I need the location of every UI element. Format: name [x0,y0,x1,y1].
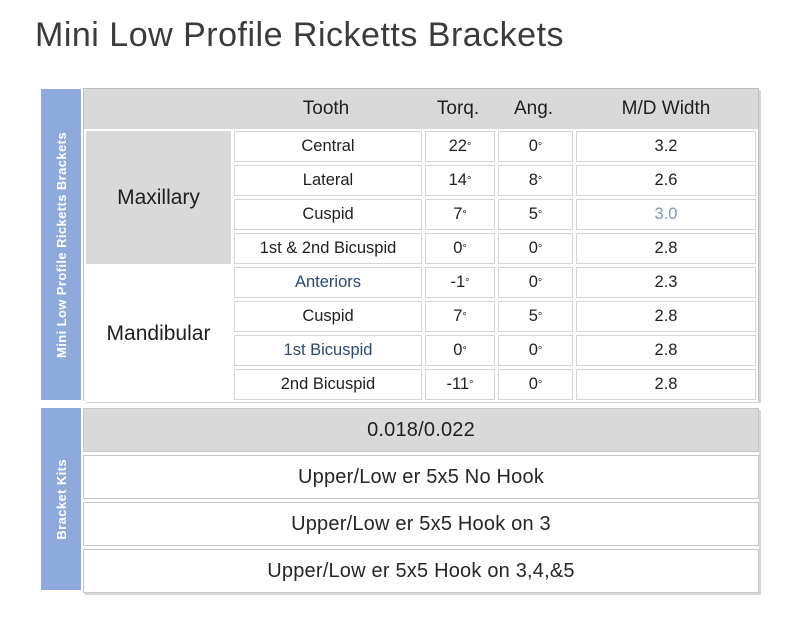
header-torque: Torq. [436,98,480,119]
cell-tooth: Cuspid [234,301,422,332]
cell-tooth: Lateral [234,165,422,196]
cell-angulation: 0 ° [498,267,573,298]
cell-tooth: 1st Bicuspid [234,335,422,366]
cell-tooth: 1st & 2nd Bicuspid [234,233,422,264]
cell-md-width: 2.8 [576,369,756,400]
cell-torque: 14 ° [425,165,495,196]
cell-tooth: 2nd Bicuspid [234,369,422,400]
bracket-kits-table: 0.018/0.022 Upper/Low er 5x5 No Hook Uppe… [83,408,759,593]
cell-angulation: 0 ° [498,131,573,162]
kit-row-slot-size: 0.018/0.022 [83,408,759,452]
cell-torque: 7 ° [425,199,495,230]
cell-torque: 22 ° [425,131,495,162]
page-title: Mini Low Profile Ricketts Brackets [35,16,565,54]
header-angulation: Ang. [513,98,554,119]
spec-table-body: Maxillary Central 22 ° 0 ° 3.2 Lateral 14 ° 8 ° 2.6 C… [84,129,758,402]
group-cell-mandibular: Mandibular [86,267,231,400]
cell-tooth: Cuspid [234,199,422,230]
cell-angulation: 0 ° [498,335,573,366]
cell-md-width: 3.0 [576,199,756,230]
group-cell-maxillary: Maxillary [86,131,231,264]
cell-angulation: 0 ° [498,233,573,264]
cell-torque: 0 ° [425,335,495,366]
cell-tooth: Anteriors [234,267,422,298]
cell-torque: -1 ° [425,267,495,298]
sidebar-main-vertical-text: Mini Low Profile Ricketts Brackets [53,131,69,358]
cell-torque: 0 ° [425,233,495,264]
cell-md-width: 2.8 [576,335,756,366]
spec-table-header-row: Tooth Torq. Ang. M/D Width [84,89,758,129]
sidebar-kits-label: Bracket Kits [41,408,81,590]
kit-row: Upper/Low er 5x5 Hook on 3 [83,502,759,546]
header-md-width: M/D Width [621,98,711,119]
header-tooth: Tooth [302,98,350,119]
cell-angulation: 8 ° [498,165,573,196]
cell-md-width: 2.3 [576,267,756,298]
cell-torque: -11 ° [425,369,495,400]
kit-row: Upper/Low er 5x5 Hook on 3,4,&5 [83,549,759,593]
kit-row: Upper/Low er 5x5 No Hook [83,455,759,499]
cell-angulation: 5 ° [498,301,573,332]
cell-angulation: 5 ° [498,199,573,230]
cell-md-width: 2.6 [576,165,756,196]
cell-tooth: Central [234,131,422,162]
cell-angulation: 0 ° [498,369,573,400]
sidebar-main-table-label: Mini Low Profile Ricketts Brackets [41,89,81,400]
cell-md-width: 2.8 [576,233,756,264]
cell-md-width: 2.8 [576,301,756,332]
cell-md-width: 3.2 [576,131,756,162]
bracket-spec-table: Tooth Torq. Ang. M/D Width Maxillary Cent… [83,88,759,402]
sidebar-kits-vertical-text: Bracket Kits [53,458,69,540]
cell-torque: 7 ° [425,301,495,332]
